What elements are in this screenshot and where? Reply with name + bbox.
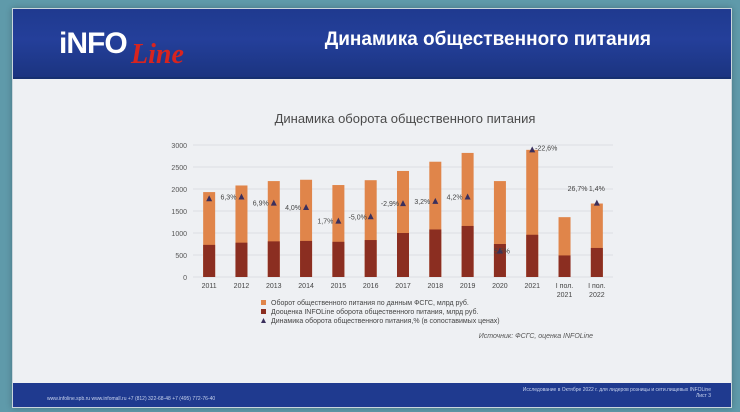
dynamics-label: -5,0% xyxy=(349,214,367,221)
bar-additional-estimate xyxy=(203,244,216,277)
legend-swatch xyxy=(261,318,266,323)
y-tick-label: 1000 xyxy=(171,231,187,238)
y-tick-label: 500 xyxy=(175,253,187,260)
dynamics-label: 6,3% xyxy=(220,194,236,201)
y-tick-label: 3000 xyxy=(171,143,187,150)
turnover-chart: Динамика оборота общественного питания 0 5… xyxy=(171,111,613,340)
bar-additional-estimate xyxy=(590,247,603,277)
x-tick-label: 2019 xyxy=(460,283,476,290)
x-tick-label: 2021 xyxy=(557,292,573,299)
dynamics-marker xyxy=(400,200,406,207)
legend-swatch xyxy=(261,300,266,305)
x-tick-label: 2012 xyxy=(234,283,250,290)
dynamics-label: 6,9% xyxy=(253,201,269,208)
y-tick-label: 0 xyxy=(183,275,187,282)
legend-swatch xyxy=(261,309,266,314)
dynamics-marker xyxy=(367,213,374,220)
legend-label: Динамика оборота общественного питания,%… xyxy=(271,317,500,325)
slide-footer: www.infoline.spb.ru www.infomall.ru +7 (… xyxy=(13,383,731,407)
x-tick-label: 2018 xyxy=(428,283,444,290)
dynamics-label: 5,5% xyxy=(494,249,510,256)
slide-header: iNFO Line Динамика общественного питания xyxy=(13,9,731,79)
infoline-logo: iNFO Line xyxy=(59,27,223,70)
bar-additional-estimate xyxy=(300,240,313,277)
bar-additional-estimate xyxy=(493,244,506,277)
slide-title: Динамика общественного питания xyxy=(324,29,651,50)
x-tick-label: 2020 xyxy=(492,283,508,290)
chart-title: Динамика оборота общественного питания xyxy=(275,111,536,126)
x-tick-label: 2013 xyxy=(266,283,282,290)
dynamics-marker xyxy=(432,197,439,204)
dynamics-label: -2,9% xyxy=(381,201,399,208)
footer-contacts: www.infoline.spb.ru www.infomall.ru +7 (… xyxy=(47,396,216,402)
dynamics-marker xyxy=(303,204,310,211)
dynamics-label: 4,0% xyxy=(285,205,301,212)
x-tick-label: 2015 xyxy=(331,283,347,290)
bar-additional-estimate xyxy=(235,242,248,277)
footer-note-line1: Исследование в Октябре 2022 г. для лидер… xyxy=(522,387,711,393)
dynamics-marker xyxy=(238,193,245,200)
logo-line-text: Line xyxy=(131,39,184,70)
footer-note: Исследование в Октябре 2022 г. для лидер… xyxy=(523,387,711,399)
dynamics-label: 3,2% xyxy=(414,199,430,206)
footer-page-number: Лист 3 xyxy=(695,393,711,399)
bar-additional-estimate xyxy=(558,255,571,277)
dynamics-marker xyxy=(270,199,277,206)
bar-additional-estimate xyxy=(364,240,377,277)
x-tick-label: 2016 xyxy=(363,283,379,290)
dynamics-label: 1,7% xyxy=(317,219,333,226)
dynamics-marker xyxy=(529,146,536,153)
y-tick-label: 2500 xyxy=(171,165,187,172)
x-tick-label: 2014 xyxy=(298,283,314,290)
dynamics-label: -22,6% xyxy=(535,146,557,153)
dynamics-marker xyxy=(496,247,503,254)
dynamics-marker xyxy=(593,199,600,206)
chart-source: Источник: ФСГС, оценка INFOLine xyxy=(479,333,593,340)
x-tick-label: 2011 xyxy=(202,283,217,290)
dynamics-label: 1,4% xyxy=(589,186,605,193)
x-tick-label: I пол. xyxy=(556,283,574,290)
bar-additional-estimate xyxy=(461,225,474,277)
dynamics-marker xyxy=(206,195,213,202)
bar-additional-estimate xyxy=(526,234,539,277)
dynamics-label: 4,2% xyxy=(447,194,463,201)
bar-additional-estimate xyxy=(267,241,280,277)
dynamics-label: 26,7% xyxy=(568,186,588,193)
legend-label: Дооценка INFOLine оборота общественного … xyxy=(271,308,478,316)
bar-additional-estimate xyxy=(397,233,409,277)
x-tick-label: I пол. xyxy=(588,283,606,290)
dynamics-marker xyxy=(335,217,342,224)
x-tick-label: 2022 xyxy=(589,292,605,299)
x-tick-label: 2017 xyxy=(395,283,411,290)
bar-additional-estimate xyxy=(429,229,442,277)
x-tick-label: 2021 xyxy=(524,283,540,290)
logo-info-text: iNFO xyxy=(59,27,128,60)
legend-label: Оборот общественного питания по данным Ф… xyxy=(271,299,469,307)
bar-additional-estimate xyxy=(332,241,345,277)
dynamics-marker xyxy=(464,193,471,200)
presentation-slide: iNFO Line Динамика общественного питания… xyxy=(12,8,732,408)
y-tick-label: 2000 xyxy=(171,187,187,194)
chart-area: Динамика оборота общественного питания 0 5… xyxy=(13,79,731,384)
y-tick-label: 1500 xyxy=(171,209,187,216)
